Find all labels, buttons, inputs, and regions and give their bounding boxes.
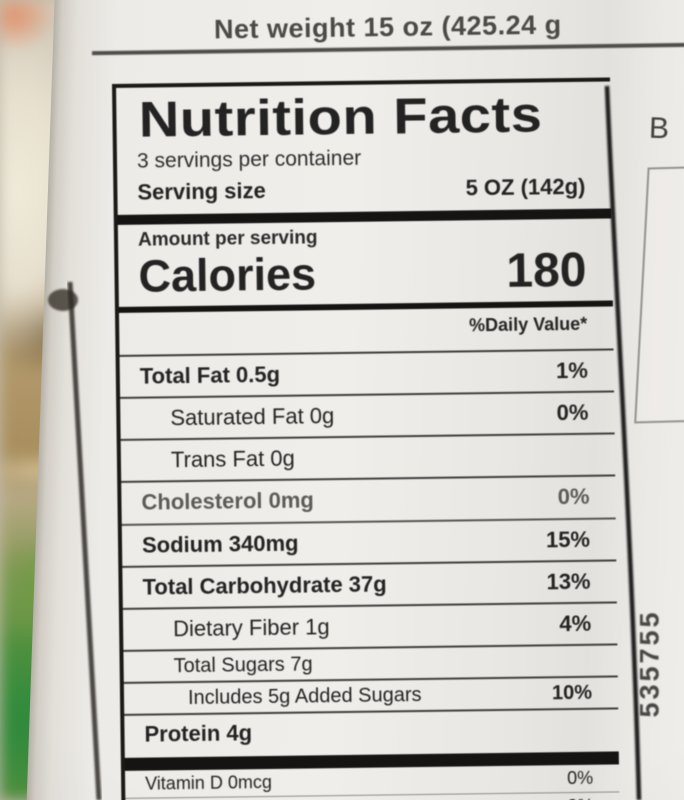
calories-row: Calories 180	[118, 244, 613, 303]
daily-value-percent: 10%	[551, 681, 593, 705]
thick-divider	[117, 208, 612, 225]
nutrient-label: Total Sugars 7g	[173, 653, 313, 678]
daily-value-percent: 13%	[546, 568, 591, 595]
nutrient-label: Total Fat 0.5g	[139, 361, 281, 389]
nutrient-row-sodium: Sodium 340mg 15%	[121, 519, 617, 568]
daily-value-percent: 15%	[545, 526, 591, 552]
daily-value-percent: 0%	[557, 484, 590, 510]
daily-value-percent: 4%	[559, 610, 592, 637]
nutrient-label: Total Carbohydrate 37g	[142, 571, 387, 600]
serving-size-label: Serving size	[137, 178, 266, 205]
nutrient-label: Protein 4g	[144, 720, 253, 747]
nutrition-facts-panel: Nutrition Facts 3 servings per container…	[112, 77, 621, 800]
daily-value-percent: 1%	[555, 357, 588, 384]
side-lot-code: 535755	[634, 609, 665, 718]
nutrient-row-protein: Protein 4g	[124, 710, 618, 757]
nutrient-label: Cholesterol 0mg	[141, 487, 315, 516]
nutrient-label: Includes 5g Added Sugars	[187, 684, 422, 710]
nutrient-row-total-fat: Total Fat 0.5g 1%	[119, 350, 615, 399]
nutrient-label: Trans Fat 0g	[170, 445, 295, 473]
nutrient-label: Sodium 340mg	[141, 530, 299, 558]
nutrient-row-total-carbohydrate: Total Carbohydrate 37g 13%	[122, 561, 617, 610]
daily-value-percent: 0%	[567, 795, 593, 800]
nutrient-label: Dietary Fiber 1g	[172, 614, 330, 642]
daily-value-header: %Daily Value*	[118, 306, 614, 357]
nutrition-facts-title: Nutrition Facts	[138, 86, 543, 148]
serving-size-row: Serving size 5 OZ (142g)	[117, 174, 611, 207]
servings-per-container: 3 servings per container	[136, 146, 362, 173]
nutrient-row-saturated-fat: Saturated Fat 0g 0%	[120, 392, 615, 442]
calories-label: Calories	[138, 248, 317, 303]
serving-size-value: 5 OZ (142g)	[465, 173, 586, 201]
nutrient-row-dietary-fiber: Dietary Fiber 1g 4%	[122, 603, 618, 653]
calories-value: 180	[506, 244, 587, 299]
net-weight-text: Net weight 15 oz (425.24 g	[213, 9, 562, 45]
nutrient-label: Saturated Fat 0g	[170, 403, 335, 431]
right-panel-letter: B	[648, 111, 670, 146]
nutrient-row-trans-fat: Trans Fat 0g	[120, 434, 616, 484]
nutrient-row-cholesterol: Cholesterol 0mg 0%	[121, 476, 616, 526]
daily-value-percent: 0%	[556, 399, 589, 426]
daily-value-percent: 0%	[566, 767, 594, 788]
nutrient-label: Vitamin D 0mcg	[145, 771, 272, 794]
